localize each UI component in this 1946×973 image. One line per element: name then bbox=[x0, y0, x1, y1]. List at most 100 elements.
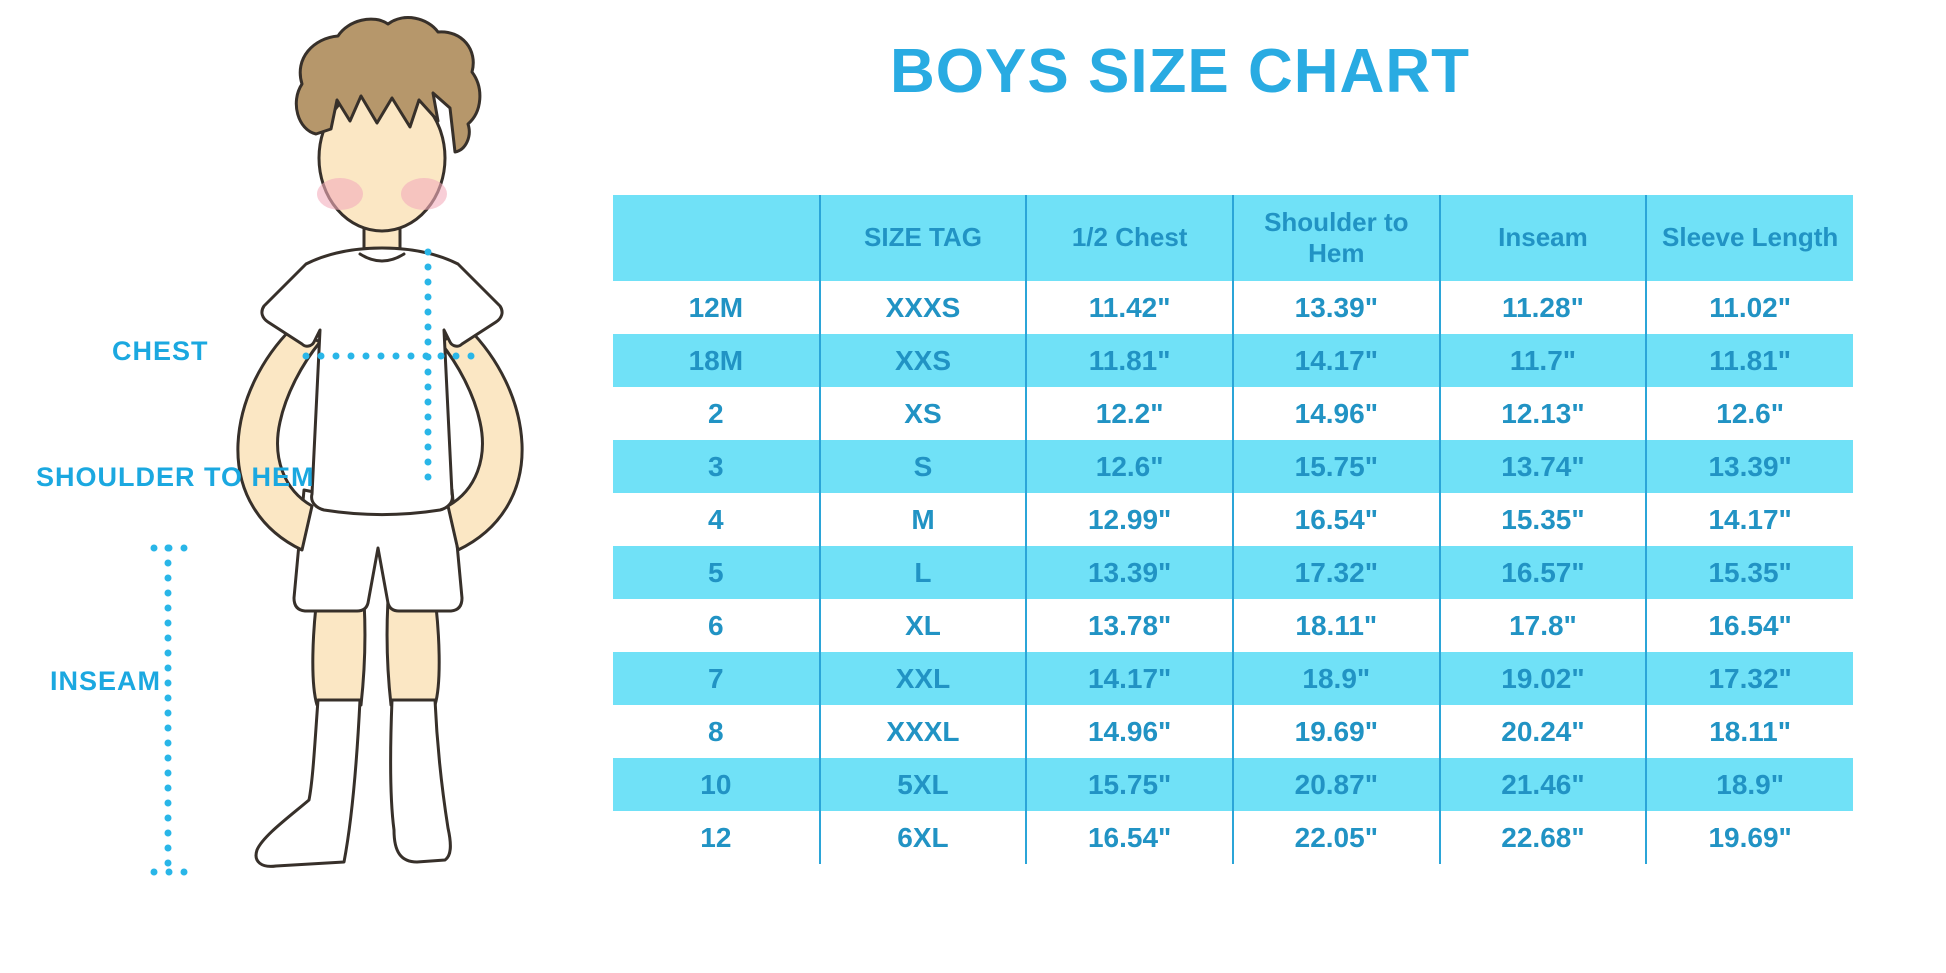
table-row-7: 7 XXL 14.17" 18.9" 19.02" 17.32" bbox=[613, 652, 1853, 705]
cell-sleeve-length: 18.9" bbox=[1645, 758, 1853, 811]
cell-size: 18M bbox=[613, 334, 820, 387]
boy-blush-right bbox=[401, 178, 447, 210]
cell-inseam: 11.7" bbox=[1438, 334, 1647, 387]
cell-inseam: 13.74" bbox=[1438, 440, 1647, 493]
boy-blush-left bbox=[317, 178, 363, 210]
cell-size-tag: XS bbox=[818, 387, 1027, 440]
chest-label: CHEST bbox=[112, 336, 209, 366]
inseam-label: INSEAM bbox=[50, 666, 162, 696]
cell-size: 4 bbox=[613, 493, 820, 546]
cell-size-tag: XXL bbox=[818, 652, 1027, 705]
cell-inseam: 17.8" bbox=[1438, 599, 1647, 652]
cell-shoulder-to-hem: 18.9" bbox=[1231, 652, 1440, 705]
col-header-size bbox=[613, 195, 820, 281]
cell-size: 8 bbox=[613, 705, 820, 758]
col-header-half-chest: 1/2 Chest bbox=[1025, 195, 1233, 281]
table-row-10: 10 5XL 15.75" 20.87" 21.46" 18.9" bbox=[613, 758, 1853, 811]
cell-half-chest: 13.39" bbox=[1025, 546, 1233, 599]
cell-sleeve-length: 11.02" bbox=[1645, 281, 1853, 334]
cell-half-chest: 14.17" bbox=[1025, 652, 1233, 705]
cell-size-tag: L bbox=[818, 546, 1027, 599]
cell-half-chest: 15.75" bbox=[1025, 758, 1233, 811]
cell-size: 3 bbox=[613, 440, 820, 493]
cell-size: 7 bbox=[613, 652, 820, 705]
boy-right-sock bbox=[389, 698, 452, 864]
cell-size: 12M bbox=[613, 281, 820, 334]
boy-hair bbox=[294, 16, 482, 154]
col-header-sleeve-length: Sleeve Length bbox=[1645, 195, 1853, 281]
cell-sleeve-length: 14.17" bbox=[1645, 493, 1853, 546]
cell-half-chest: 16.54" bbox=[1025, 811, 1233, 864]
size-table: SIZE TAG 1/2 Chest Shoulder to Hem Insea… bbox=[613, 195, 1853, 864]
cell-sleeve-length: 15.35" bbox=[1645, 546, 1853, 599]
cell-inseam: 19.02" bbox=[1438, 652, 1647, 705]
cell-size-tag: M bbox=[818, 493, 1027, 546]
table-row-12m: 12M XXXS 11.42" 13.39" 11.28" 11.02" bbox=[613, 281, 1853, 334]
col-header-inseam: Inseam bbox=[1438, 195, 1647, 281]
table-row-5: 5 L 13.39" 17.32" 16.57" 15.35" bbox=[613, 546, 1853, 599]
shoulder-to-hem-label: SHOULDER TO HEM bbox=[36, 462, 315, 492]
cell-sleeve-length: 12.6" bbox=[1645, 387, 1853, 440]
cell-half-chest: 14.96" bbox=[1025, 705, 1233, 758]
cell-size-tag: S bbox=[818, 440, 1027, 493]
page-title: BOYS SIZE CHART bbox=[890, 37, 1470, 106]
cell-size: 2 bbox=[613, 387, 820, 440]
cell-shoulder-to-hem: 16.54" bbox=[1231, 493, 1440, 546]
cell-inseam: 22.68" bbox=[1438, 811, 1647, 864]
header-row: SIZE TAG 1/2 Chest Shoulder to Hem Insea… bbox=[613, 195, 1853, 281]
cell-inseam: 15.35" bbox=[1438, 493, 1647, 546]
size-table-header: SIZE TAG 1/2 Chest Shoulder to Hem Insea… bbox=[613, 195, 1853, 281]
cell-sleeve-length: 16.54" bbox=[1645, 599, 1853, 652]
cell-shoulder-to-hem: 17.32" bbox=[1231, 546, 1440, 599]
boy-right-arm bbox=[438, 326, 524, 552]
cell-half-chest: 13.78" bbox=[1025, 599, 1233, 652]
cell-size-tag: XL bbox=[818, 599, 1027, 652]
cell-inseam: 20.24" bbox=[1438, 705, 1647, 758]
cell-size: 10 bbox=[613, 758, 820, 811]
cell-size-tag: XXXS bbox=[818, 281, 1027, 334]
cell-sleeve-length: 19.69" bbox=[1645, 811, 1853, 864]
cell-inseam: 16.57" bbox=[1438, 546, 1647, 599]
cell-inseam: 12.13" bbox=[1438, 387, 1647, 440]
cell-size: 12 bbox=[613, 811, 820, 864]
cell-half-chest: 12.99" bbox=[1025, 493, 1233, 546]
col-header-size-tag: SIZE TAG bbox=[818, 195, 1027, 281]
cell-inseam: 21.46" bbox=[1438, 758, 1647, 811]
table-row-8: 8 XXXL 14.96" 19.69" 20.24" 18.11" bbox=[613, 705, 1853, 758]
size-table-body: 12M XXXS 11.42" 13.39" 11.28" 11.02" 18M… bbox=[613, 281, 1853, 864]
cell-shoulder-to-hem: 19.69" bbox=[1231, 705, 1440, 758]
table-row-18m: 18M XXS 11.81" 14.17" 11.7" 11.81" bbox=[613, 334, 1853, 387]
cell-size: 6 bbox=[613, 599, 820, 652]
cell-shoulder-to-hem: 15.75" bbox=[1231, 440, 1440, 493]
cell-shoulder-to-hem: 22.05" bbox=[1231, 811, 1440, 864]
cell-sleeve-length: 11.81" bbox=[1645, 334, 1853, 387]
cell-shoulder-to-hem: 20.87" bbox=[1231, 758, 1440, 811]
cell-size-tag: XXXL bbox=[818, 705, 1027, 758]
cell-size-tag: 6XL bbox=[818, 811, 1027, 864]
cell-shoulder-to-hem: 14.17" bbox=[1231, 334, 1440, 387]
table-row-2: 2 XS 12.2" 14.96" 12.13" 12.6" bbox=[613, 387, 1853, 440]
boy-left-arm bbox=[236, 326, 322, 552]
boy-illustration bbox=[150, 16, 524, 876]
cell-shoulder-to-hem: 18.11" bbox=[1231, 599, 1440, 652]
boy-left-sock bbox=[254, 698, 362, 868]
cell-sleeve-length: 18.11" bbox=[1645, 705, 1853, 758]
cell-shoulder-to-hem: 14.96" bbox=[1231, 387, 1440, 440]
cell-half-chest: 11.42" bbox=[1025, 281, 1233, 334]
cell-half-chest: 11.81" bbox=[1025, 334, 1233, 387]
cell-half-chest: 12.2" bbox=[1025, 387, 1233, 440]
cell-half-chest: 12.6" bbox=[1025, 440, 1233, 493]
table-row-12: 12 6XL 16.54" 22.05" 22.68" 19.69" bbox=[613, 811, 1853, 864]
cell-inseam: 11.28" bbox=[1438, 281, 1647, 334]
boy-shirt-collar bbox=[358, 252, 406, 263]
cell-shoulder-to-hem: 13.39" bbox=[1231, 281, 1440, 334]
cell-size-tag: 5XL bbox=[818, 758, 1027, 811]
table-row-4: 4 M 12.99" 16.54" 15.35" 14.17" bbox=[613, 493, 1853, 546]
col-header-shoulder-to-hem: Shoulder to Hem bbox=[1231, 195, 1440, 281]
table-row-3: 3 S 12.6" 15.75" 13.74" 13.39" bbox=[613, 440, 1853, 493]
cell-sleeve-length: 17.32" bbox=[1645, 652, 1853, 705]
table-row-6: 6 XL 13.78" 18.11" 17.8" 16.54" bbox=[613, 599, 1853, 652]
cell-size-tag: XXS bbox=[818, 334, 1027, 387]
cell-size: 5 bbox=[613, 546, 820, 599]
